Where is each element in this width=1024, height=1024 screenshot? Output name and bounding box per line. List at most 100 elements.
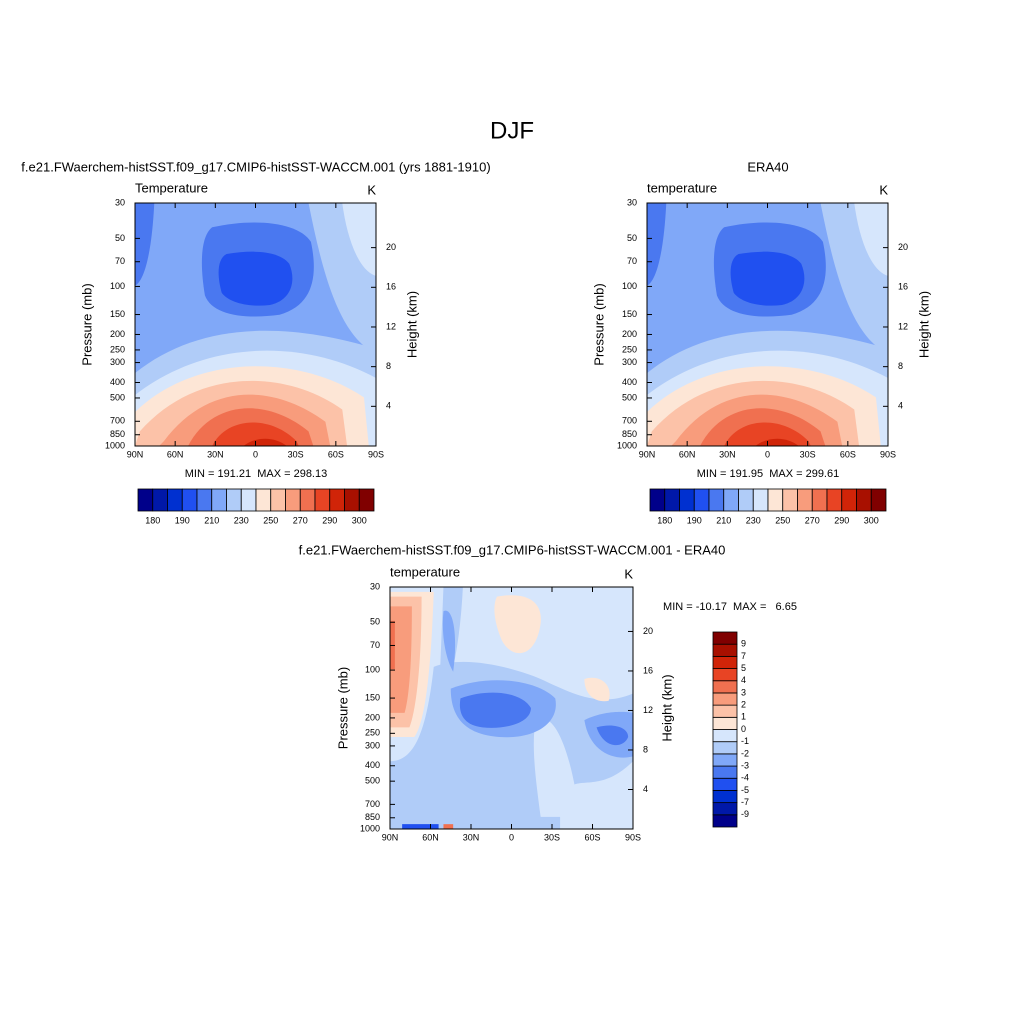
y-tick-label: 200 — [622, 329, 637, 339]
left-label: temperature — [390, 564, 460, 579]
y2-tick-label: 16 — [386, 282, 396, 292]
right-label: K — [879, 182, 888, 197]
contour-fill — [442, 610, 456, 672]
y-tick-label: 1000 — [105, 440, 125, 450]
colorbar-box — [712, 753, 738, 767]
colorbar-label: 250 — [263, 515, 278, 525]
contour-field — [390, 587, 633, 829]
y-tick-label: 150 — [365, 692, 380, 702]
colorbar-box — [782, 488, 798, 512]
y2-axis-label: Height (km) — [916, 291, 931, 358]
y-tick-label: 150 — [622, 309, 637, 319]
colorbar-box — [767, 488, 784, 512]
y-tick-label: 200 — [110, 329, 125, 339]
colorbar-label: 4 — [741, 675, 746, 685]
colorbar-box — [226, 488, 242, 512]
contour-fill — [390, 661, 633, 829]
colorbar-label: -3 — [741, 760, 749, 770]
colorbar-box — [841, 488, 857, 512]
contour-fill — [212, 422, 299, 446]
colorbar-box — [712, 680, 738, 694]
colorbar-box — [712, 668, 738, 682]
y2-tick-label: 8 — [898, 361, 903, 371]
y-axis-label: Pressure (mb) — [79, 283, 94, 365]
colorbar-label: 180 — [657, 515, 672, 525]
contour-fill — [724, 422, 811, 446]
colorbar-box — [152, 488, 168, 512]
x-tick-label: 90N — [127, 449, 144, 459]
y-tick-label: 100 — [110, 281, 125, 291]
colorbar-label: 270 — [805, 515, 820, 525]
colorbar-box — [797, 488, 813, 512]
colorbar-box — [712, 692, 738, 706]
colorbar-label: 180 — [145, 515, 160, 525]
y2-tick-label: 12 — [898, 321, 908, 331]
y-tick-label: 850 — [365, 812, 380, 822]
colorbar-label: 3 — [741, 687, 746, 697]
y-tick-label: 300 — [622, 357, 637, 367]
colorbar-box — [712, 814, 738, 828]
colorbar-box — [712, 704, 738, 718]
colorbar-box — [826, 488, 843, 512]
y-tick-label: 300 — [110, 357, 125, 367]
x-tick-label: 60S — [328, 449, 344, 459]
colorbar-box — [270, 488, 286, 512]
colorbar-label: -5 — [741, 785, 749, 795]
stats: MIN = 191.95 MAX = 299.61 — [697, 468, 839, 480]
colorbar-box — [870, 488, 887, 512]
colorbar-label: -7 — [741, 797, 749, 807]
colorbar-label: -2 — [741, 748, 749, 758]
contour-fill — [218, 251, 293, 306]
colorbar-label: 290 — [322, 515, 337, 525]
y2-tick-label: 4 — [386, 401, 391, 411]
colorbar-box — [712, 655, 738, 669]
colorbar-label: 2 — [741, 700, 746, 710]
colorbar-label: 1 — [741, 712, 746, 722]
y2-tick-label: 8 — [386, 361, 391, 371]
colorbar-label: 0 — [741, 724, 746, 734]
x-tick-label: 90N — [382, 832, 399, 842]
colorbar-label: 5 — [741, 663, 746, 673]
y-tick-label: 700 — [365, 799, 380, 809]
colorbar-box — [811, 488, 828, 512]
right-label: K — [367, 182, 376, 197]
y2-tick-label: 20 — [898, 242, 908, 252]
colorbar-box — [285, 488, 301, 512]
x-tick-label: 60N — [422, 832, 439, 842]
colorbar-label: -9 — [741, 809, 749, 819]
x-tick-label: 0 — [765, 449, 770, 459]
y2-axis-label: Height (km) — [659, 674, 674, 741]
panel-title: f.e21.FWaerchem-histSST.f09_g17.CMIP6-hi… — [299, 542, 726, 557]
colorbar-box — [167, 488, 183, 512]
y2-tick-label: 8 — [643, 744, 648, 754]
x-tick-label: 60N — [679, 449, 696, 459]
y-tick-label: 850 — [110, 429, 125, 439]
contour-field — [647, 203, 888, 446]
y-tick-label: 100 — [622, 281, 637, 291]
y-tick-label: 400 — [622, 377, 637, 387]
colorbar-box — [137, 488, 154, 512]
colorbar-label: 300 — [864, 515, 879, 525]
x-tick-label: 90S — [880, 449, 896, 459]
contour-fill — [243, 438, 287, 446]
colorbar-box — [708, 488, 725, 512]
colorbar-box — [314, 488, 331, 512]
y-tick-label: 70 — [627, 256, 637, 266]
x-tick-label: 0 — [509, 832, 514, 842]
colorbar-label: -4 — [741, 773, 749, 783]
y-tick-label: 1000 — [617, 440, 637, 450]
colorbar-box — [738, 488, 754, 512]
y-tick-label: 50 — [370, 617, 380, 627]
colorbar-box — [196, 488, 213, 512]
y-tick-label: 300 — [365, 740, 380, 750]
y-tick-label: 150 — [110, 309, 125, 319]
contour-fill — [443, 824, 454, 829]
colorbar-box — [712, 729, 738, 743]
colorbar-box — [240, 488, 257, 512]
colorbar-label: 190 — [687, 515, 702, 525]
contour-fill — [584, 677, 610, 702]
stats: MIN = -10.17 MAX = 6.65 — [663, 601, 797, 613]
y2-tick-label: 12 — [643, 705, 653, 715]
x-tick-label: 30S — [800, 449, 816, 459]
